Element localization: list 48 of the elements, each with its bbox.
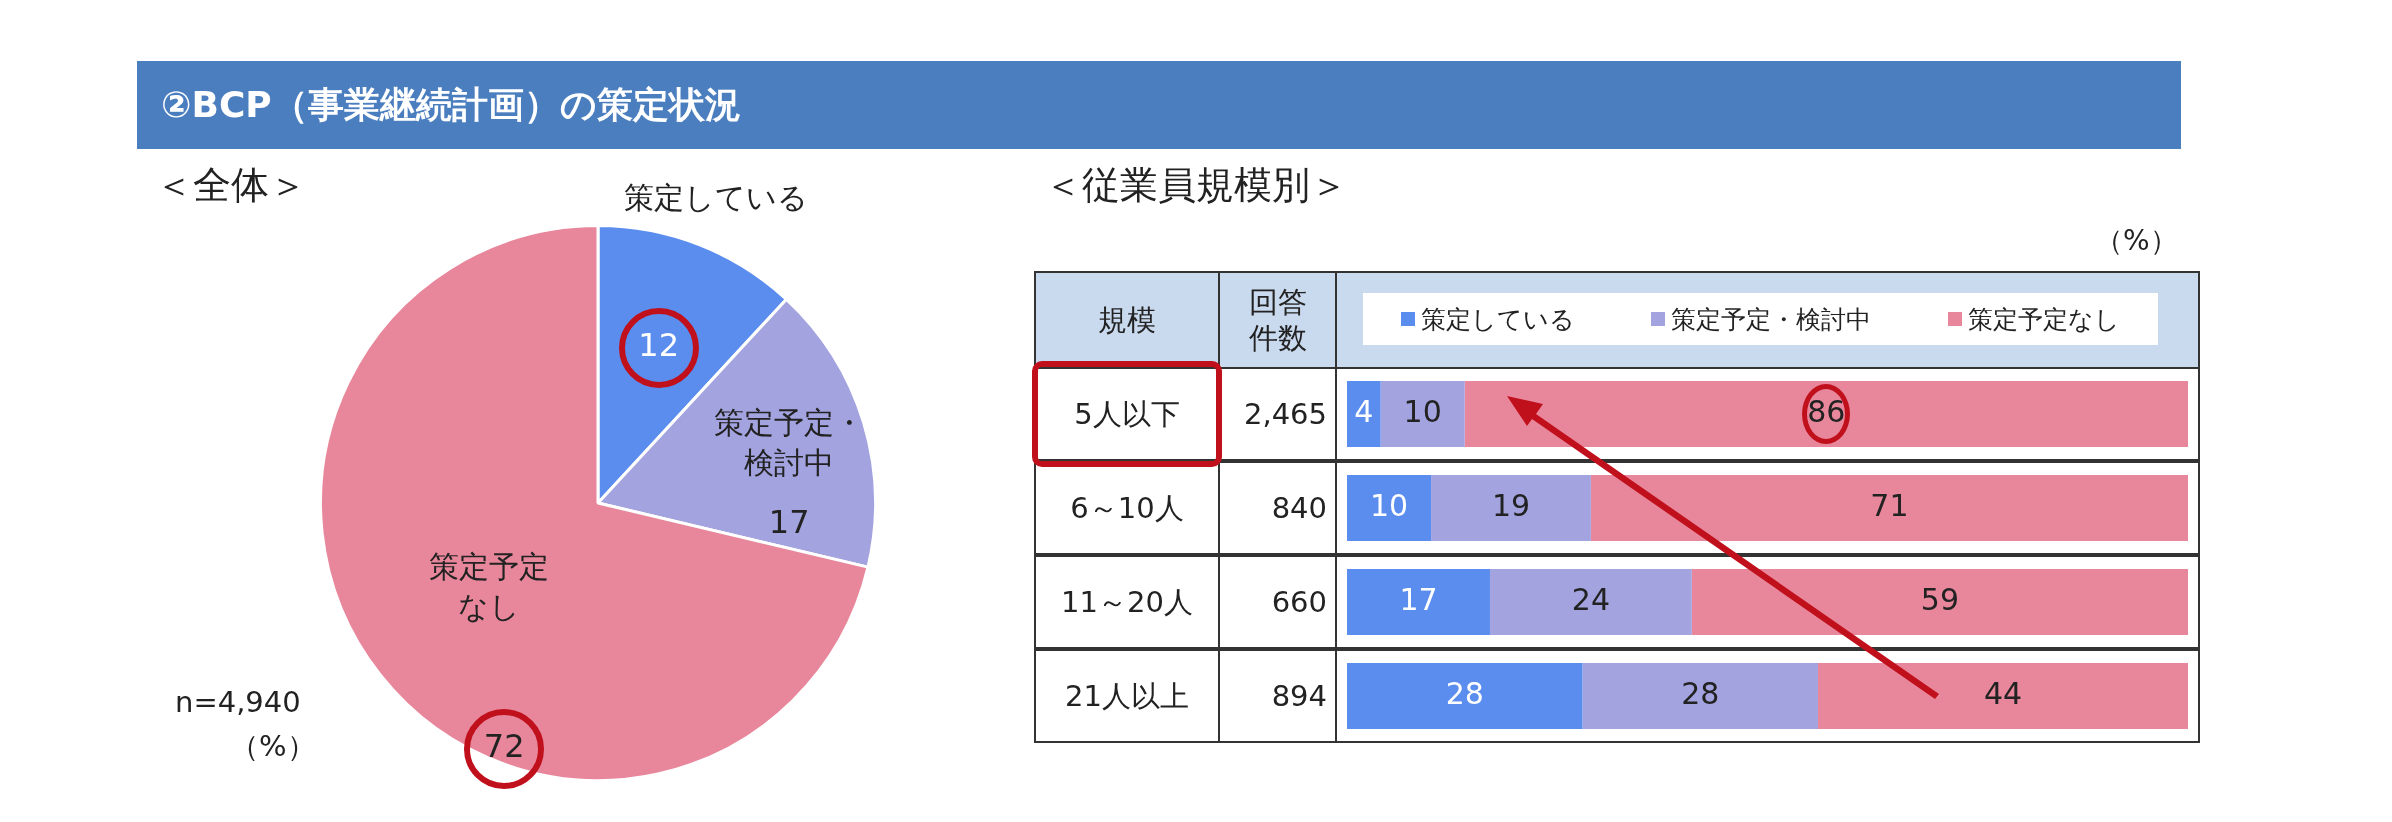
legend-label: 策定予定・検討中: [1671, 303, 1872, 336]
bar: [1347, 663, 1583, 729]
y-tick-label: 6～10人: [1034, 461, 1220, 555]
slice-label: 策定予定なし: [429, 548, 550, 624]
y-tick-label: 11～20人: [1034, 555, 1220, 649]
legend-label: 策定予定なし: [1967, 303, 2120, 336]
data-label: 19: [1491, 487, 1531, 523]
slice-label: 策定している: [624, 180, 809, 216]
bar: [1347, 475, 1432, 541]
data-label: 10: [1403, 393, 1442, 429]
data-label: 10: [1369, 487, 1409, 523]
text: 840: [1218, 461, 1337, 555]
data-label: 72: [483, 727, 525, 766]
bar: [1590, 475, 2188, 541]
chart-title: ②BCP（事業継続計画）の策定状況: [137, 61, 2181, 149]
bar: [1431, 475, 1591, 541]
bar: [1347, 381, 1381, 447]
data-label: 12: [638, 326, 680, 365]
data-label: 86: [1807, 393, 1846, 429]
chart-title: ＜従業員規模別＞: [1044, 162, 1348, 209]
text: （%）: [2095, 223, 2178, 259]
data-label: 44: [1983, 675, 2023, 711]
y-tick-label: 21人以上: [1034, 649, 1220, 743]
data-label: 59: [1920, 581, 1959, 617]
bar: [1380, 381, 1465, 447]
data-label: 4: [1354, 393, 1374, 429]
legend-label: 策定している: [1421, 303, 1576, 336]
bar: [1691, 569, 2188, 635]
data-label: 17: [1399, 581, 1438, 617]
text: n=4,940: [175, 685, 301, 719]
data-label: 17: [768, 503, 810, 542]
bar: [1347, 569, 1490, 635]
text: 回答件数: [1218, 271, 1337, 369]
chart-subtitle: ＜全体＞: [155, 162, 307, 209]
data-label: 28: [1445, 675, 1484, 711]
y-axis-title: 規模: [1034, 271, 1220, 369]
bar: [1489, 569, 1692, 635]
data-label: 28: [1681, 675, 1720, 711]
text: 894: [1218, 649, 1337, 743]
bar: [1582, 663, 1818, 729]
slice-label: 策定予定・検討中: [714, 404, 865, 480]
text: 660: [1218, 555, 1337, 649]
data-label: 24: [1571, 581, 1610, 617]
bar: [1464, 381, 2188, 447]
text: （%）: [230, 728, 316, 765]
bar: [1817, 663, 2188, 729]
text: 2,465: [1218, 367, 1337, 461]
data-label: 71: [1870, 487, 1909, 523]
